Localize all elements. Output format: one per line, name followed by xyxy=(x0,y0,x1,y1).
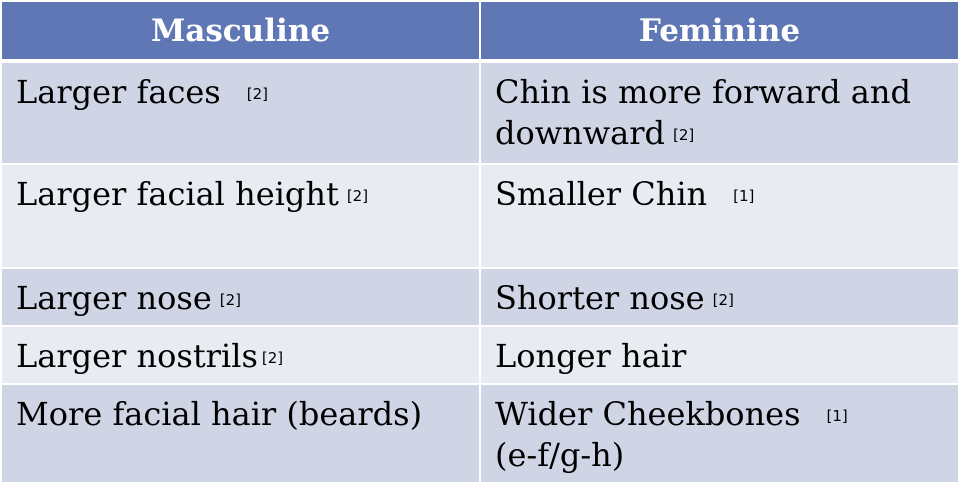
masculine-cell: Larger nostrils [2] xyxy=(0,325,481,385)
citation-ref: [2] xyxy=(219,291,241,309)
cell-text: Larger nose xyxy=(16,279,212,317)
masculine-cell: Larger nose [2] xyxy=(0,267,481,327)
table-row: Larger facial height [2] Smaller Chin [1] xyxy=(0,163,958,269)
cell-text: Shorter nose xyxy=(495,279,705,317)
citation-ref: [2] xyxy=(246,85,268,103)
feminine-cell: Smaller Chin [1] xyxy=(479,163,958,269)
citation-ref: [2] xyxy=(712,291,734,309)
table-row: Larger nostrils [2] Longer hair xyxy=(0,325,958,385)
feminine-cell: Wider Cheekbones [1] (e-f/g-h) xyxy=(479,383,958,484)
cell-text: More facial hair (beards) xyxy=(16,395,423,433)
feminine-cell: Chin is more forward and downward [2] xyxy=(479,60,958,165)
masculine-cell: More facial hair (beards) xyxy=(0,383,481,484)
cell-text: Larger facial height xyxy=(16,175,339,213)
citation-ref: [1] xyxy=(826,407,848,425)
citation-ref: [1] xyxy=(733,187,755,205)
header-masculine: Masculine xyxy=(0,0,481,62)
feminine-cell: Shorter nose [2] xyxy=(479,267,958,327)
table-row: Larger faces [2] Chin is more forward and… xyxy=(0,60,958,165)
cell-text: Wider Cheekbones xyxy=(495,395,801,433)
feminine-cell: Longer hair xyxy=(479,325,958,385)
cell-text-secondary: (e-f/g-h) xyxy=(495,436,625,474)
cell-text: Longer hair xyxy=(495,337,687,375)
header-feminine: Feminine xyxy=(479,0,958,62)
header-row: Masculine Feminine xyxy=(0,0,958,62)
table-row: Larger nose [2] Shorter nose [2] xyxy=(0,267,958,327)
table-row: More facial hair (beards) Wider Cheekbon… xyxy=(0,383,958,484)
citation-ref: [2] xyxy=(673,126,695,144)
citation-ref: [2] xyxy=(346,187,369,205)
citation-ref: [2] xyxy=(261,349,284,367)
masculine-cell: Larger faces [2] xyxy=(0,60,481,165)
cell-text: Larger nostrils xyxy=(16,337,258,375)
cell-text: Larger faces xyxy=(16,73,221,111)
cell-text: Smaller Chin xyxy=(495,175,708,213)
masculine-cell: Larger facial height [2] xyxy=(0,163,481,269)
cell-text: Chin is more forward and downward xyxy=(495,73,911,152)
